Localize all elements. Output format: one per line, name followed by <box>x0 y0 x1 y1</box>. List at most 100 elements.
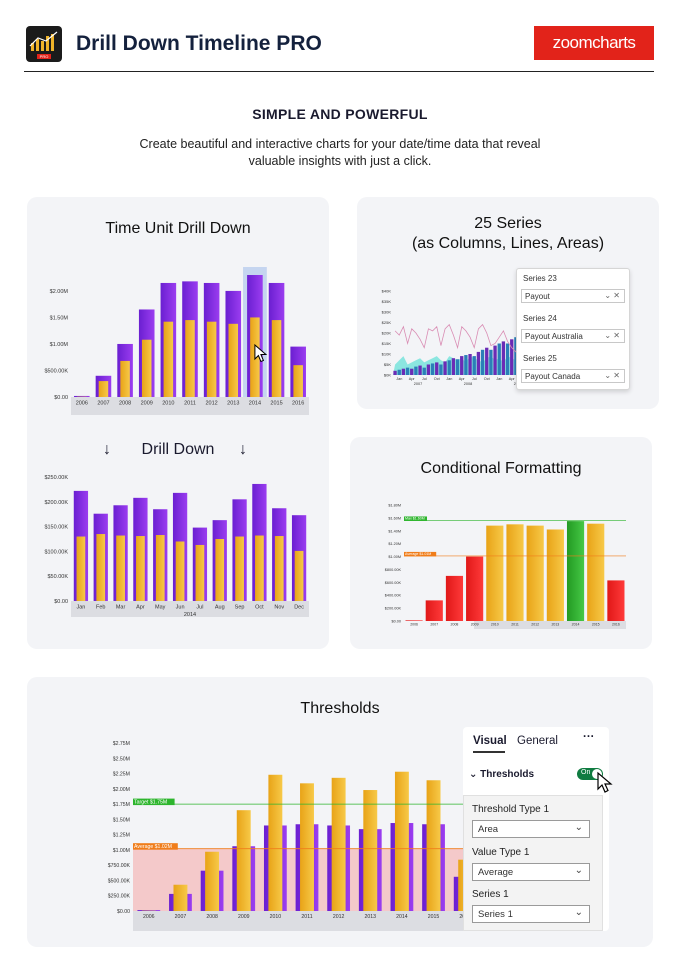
app-title: Drill Down Timeline PRO <box>76 32 322 55</box>
conditional-chart[interactable]: $0.00 $200.00K $400.00K $600.00K $800.00K $1.… <box>364 497 634 637</box>
bar-gold <box>120 360 130 397</box>
y-tick-label: $15K <box>382 341 392 346</box>
threshold-label-bg <box>404 551 437 557</box>
y-tick-label: $50.00K <box>48 574 69 580</box>
thresholds-settings: Threshold Type 1 Area ⌄ Value Type 1 Ave… <box>463 795 603 931</box>
y-tick-label: $2.25M <box>113 772 130 778</box>
threshold-type-value: Area <box>478 824 499 835</box>
series-column <box>460 356 464 375</box>
x-tick-label: 2010 <box>270 914 282 920</box>
series-column <box>447 360 451 375</box>
threshold-type-select[interactable]: Area ⌄ <box>472 820 590 838</box>
x-tick-label: 2016 <box>612 623 620 627</box>
series-23-value: Payout <box>525 292 550 301</box>
tab-general[interactable]: General <box>517 735 558 747</box>
value-type-select[interactable]: Average ⌄ <box>472 863 590 881</box>
chevron-down-icon: ⌄ ✕ <box>604 291 620 300</box>
app-logo-icon: PRO <box>26 26 62 62</box>
y-tick-label: $2.00M <box>50 289 69 295</box>
y-tick-label: $600.00K <box>385 581 402 585</box>
y-tick-label: $20K <box>382 331 392 336</box>
x-tick-label: 2010 <box>162 401 174 407</box>
bar-gold <box>255 535 264 601</box>
x-tick-label: 2008 <box>451 623 459 627</box>
x-tick-label: Aug <box>215 605 225 611</box>
x-tick-label: 2012 <box>531 623 539 627</box>
y-tick-label: $40K <box>382 289 392 294</box>
bar-gold <box>271 320 282 397</box>
series-column <box>426 364 431 375</box>
bar-gold <box>185 320 195 397</box>
toggle-label: On <box>581 769 591 776</box>
conditional-bar <box>466 556 484 621</box>
conditional-bar <box>506 524 524 621</box>
x-tick-label: 2013 <box>227 401 239 407</box>
tab-visual-underline <box>473 751 505 753</box>
series-25-value: Payout Canada <box>525 372 581 381</box>
y-tick-label: $0.00 <box>54 395 68 401</box>
x-tick-label: Nov <box>274 605 284 611</box>
threshold-label-bg <box>133 843 178 850</box>
x-tick-label: 2006 <box>410 623 418 627</box>
x-tick-label: 2014 <box>249 401 261 407</box>
series-column <box>451 358 456 375</box>
more-options-icon[interactable]: ··· <box>583 731 595 743</box>
x-tick-label: 2009 <box>471 623 479 627</box>
x-axis-band <box>133 911 481 931</box>
bar-gold <box>206 321 217 397</box>
x-tick-label: Oct <box>255 605 264 611</box>
bar-gold <box>293 365 303 397</box>
series-column <box>418 365 422 375</box>
thresholds-toggle[interactable]: On <box>577 768 603 780</box>
conditional-bar <box>526 525 544 621</box>
x-axis-band <box>71 601 309 617</box>
yearly-chart[interactable]: $0.00 $500.00K $1.00M $1.50M $2.00M 2006 2007 2… <box>27 265 329 415</box>
conditional-bar <box>587 523 605 621</box>
bar-gold <box>141 339 152 397</box>
series-column <box>468 354 472 375</box>
monthly-chart[interactable]: $0.00 $50.00K $100.00K $150.00K $200.00K $250… <box>27 469 329 629</box>
x-tick-label: Jul <box>196 605 203 611</box>
app-header: PRO Drill Down Timeline PRO zoomcharts <box>24 24 654 72</box>
series-select[interactable]: Series 1 ⌄ <box>472 905 590 923</box>
x-tick-label: Apr <box>409 377 416 381</box>
series-column <box>397 369 401 375</box>
x-tick-label: Oct <box>434 377 441 381</box>
y-tick-label: $5K <box>384 362 391 367</box>
x-tick-label: 2014 <box>572 623 580 627</box>
series-label: Series 1 <box>472 889 509 900</box>
x-tick-label: Mar <box>116 605 126 611</box>
y-tick-label: $1.75M <box>113 802 130 808</box>
series-25-label: Series 25 <box>523 354 557 363</box>
conditional-bar <box>445 575 464 621</box>
x-tick-label: 2006 <box>143 914 155 920</box>
y-tick-label: $0.00 <box>391 620 401 624</box>
series-24-select[interactable]: Payout Australia ⌄ ✕ <box>521 329 625 343</box>
series-25-select[interactable]: Payout Canada ⌄ ✕ <box>521 369 625 383</box>
bar-gold <box>426 780 441 911</box>
x-tick-label: 2010 <box>491 623 499 627</box>
bar-gold <box>394 771 409 911</box>
conditional-panel: Conditional Formatting $0.00 $200.00K $400… <box>350 437 652 649</box>
series-column <box>476 351 481 375</box>
drill-down-label-row: ↓ Drill Down ↓ <box>27 441 329 459</box>
bar-gold <box>215 539 225 601</box>
thresholds-section-header[interactable]: ⌄ Thresholds <box>469 769 534 780</box>
series-column <box>472 356 476 375</box>
chevron-down-icon: ⌄ <box>574 865 583 876</box>
chevron-down-icon: ⌄ <box>469 769 478 780</box>
series-column <box>443 361 447 375</box>
threshold-label: Max $1.60M <box>405 517 425 521</box>
time-unit-panel: Time Unit Drill Down $0.00 $500.00K $1.00M… <box>27 197 329 649</box>
x-tick-label: 2012 <box>333 914 345 920</box>
threshold-label: Average $1.01M <box>405 552 431 556</box>
tagline: SIMPLE AND POWERFUL <box>252 106 428 122</box>
x-tick-label: 2007 <box>175 914 187 920</box>
series-23-select[interactable]: Payout ⌄ ✕ <box>521 289 625 303</box>
tab-visual[interactable]: Visual <box>473 735 507 747</box>
series-value: Series 1 <box>478 909 513 920</box>
bar-gold <box>76 536 86 601</box>
series-column <box>435 362 439 375</box>
thresholds-chart[interactable]: $0.00 $250.00K $500.00K $750.00K $1.00M $1.25… <box>89 735 509 935</box>
y-tick-label: $2.00M <box>113 787 130 793</box>
